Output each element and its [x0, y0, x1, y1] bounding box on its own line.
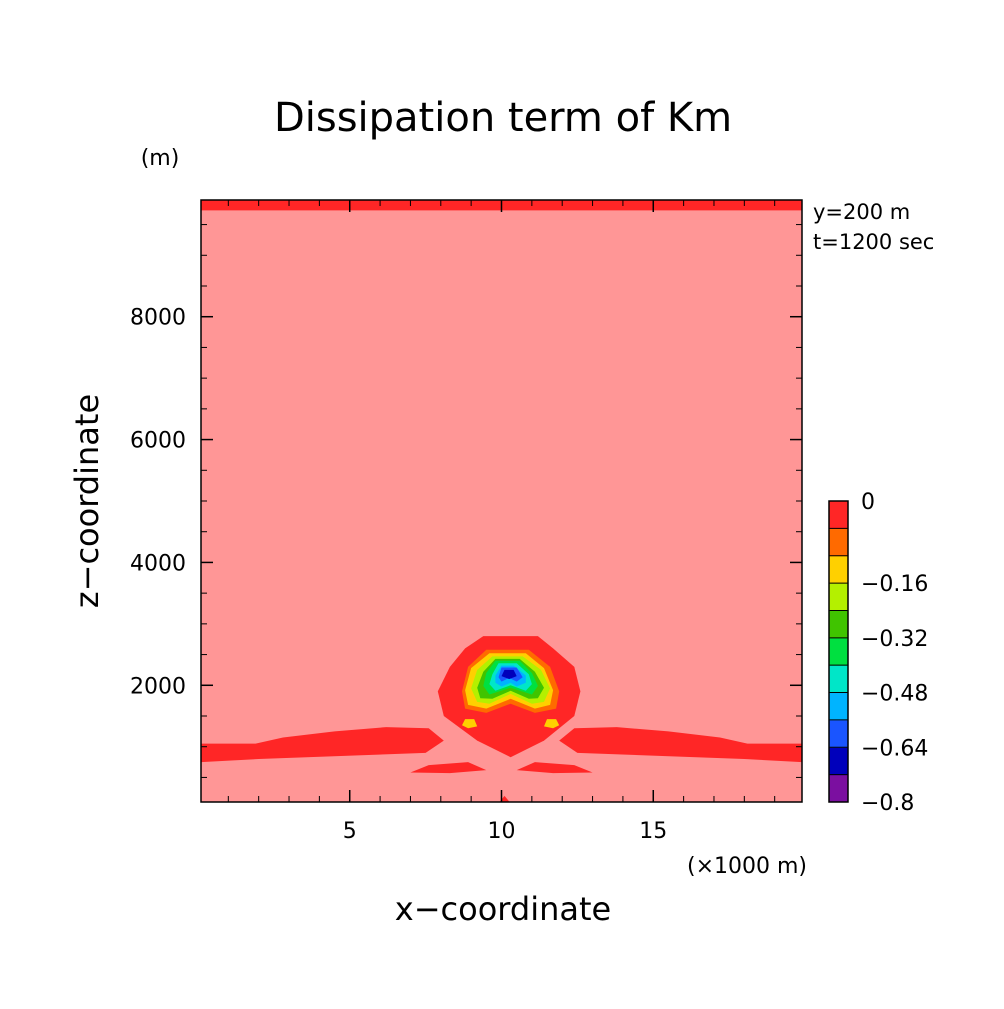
colorbar-label: −0.8 [861, 791, 914, 816]
colorbar-swatch [829, 637, 848, 666]
colorbar-swatch [829, 528, 848, 557]
contour-region-16 [501, 669, 517, 680]
colorbar-swatch [829, 719, 848, 748]
annotation-t: t=1200 sec [813, 230, 934, 254]
colorbar-swatch [829, 692, 848, 721]
x-axis-label: x−coordinate [395, 890, 611, 928]
y-tick-label: 2000 [130, 674, 186, 699]
contour-region-2 [559, 727, 802, 763]
x-tick-label: 5 [343, 819, 357, 844]
annotation-y: y=200 m [813, 200, 910, 224]
chart-title: Dissipation term of Km [274, 95, 732, 141]
contour-region-8 [462, 719, 478, 729]
colorbar-label: −0.48 [861, 682, 928, 707]
colorbar-label: 0 [861, 490, 875, 515]
contour-regions [201, 200, 802, 802]
x-unit-label: (×1000 m) [687, 854, 807, 879]
colorbar-swatch [829, 501, 848, 529]
colorbar-frame [828, 500, 849, 803]
x-tick-label: 15 [639, 819, 667, 844]
y-tick-label: 8000 [130, 306, 186, 331]
colorbar-label: −0.32 [861, 627, 928, 652]
y-unit-label: (m) [141, 146, 180, 171]
x-tick-label: 10 [488, 819, 516, 844]
colorbar-swatch [829, 610, 848, 639]
minor-ticks [201, 200, 802, 802]
colorbar-label: −0.64 [861, 736, 928, 761]
y-axis-label: z−coordinate [68, 394, 106, 608]
contour-region-9 [544, 719, 560, 729]
tick-labels: 5 10 15 2000 4000 6000 8000 [130, 306, 667, 844]
y-tick-label: 6000 [130, 429, 186, 454]
colorbar-swatch [829, 747, 848, 776]
colorbar: −0.8 −0.64 −0.48 −0.32 −0.16 0 [828, 490, 928, 816]
colorbar-swatch [829, 774, 848, 803]
y-tick-label: 4000 [130, 551, 186, 576]
contour-region-1 [201, 727, 444, 763]
major-ticks [201, 200, 802, 802]
colorbar-swatch [829, 665, 848, 694]
colorbar-swatch [829, 555, 848, 584]
colorbar-label: −0.16 [861, 572, 928, 597]
colorbar-swatch [829, 583, 848, 611]
contour-region-3 [410, 762, 487, 774]
contour-region-4 [516, 762, 593, 774]
